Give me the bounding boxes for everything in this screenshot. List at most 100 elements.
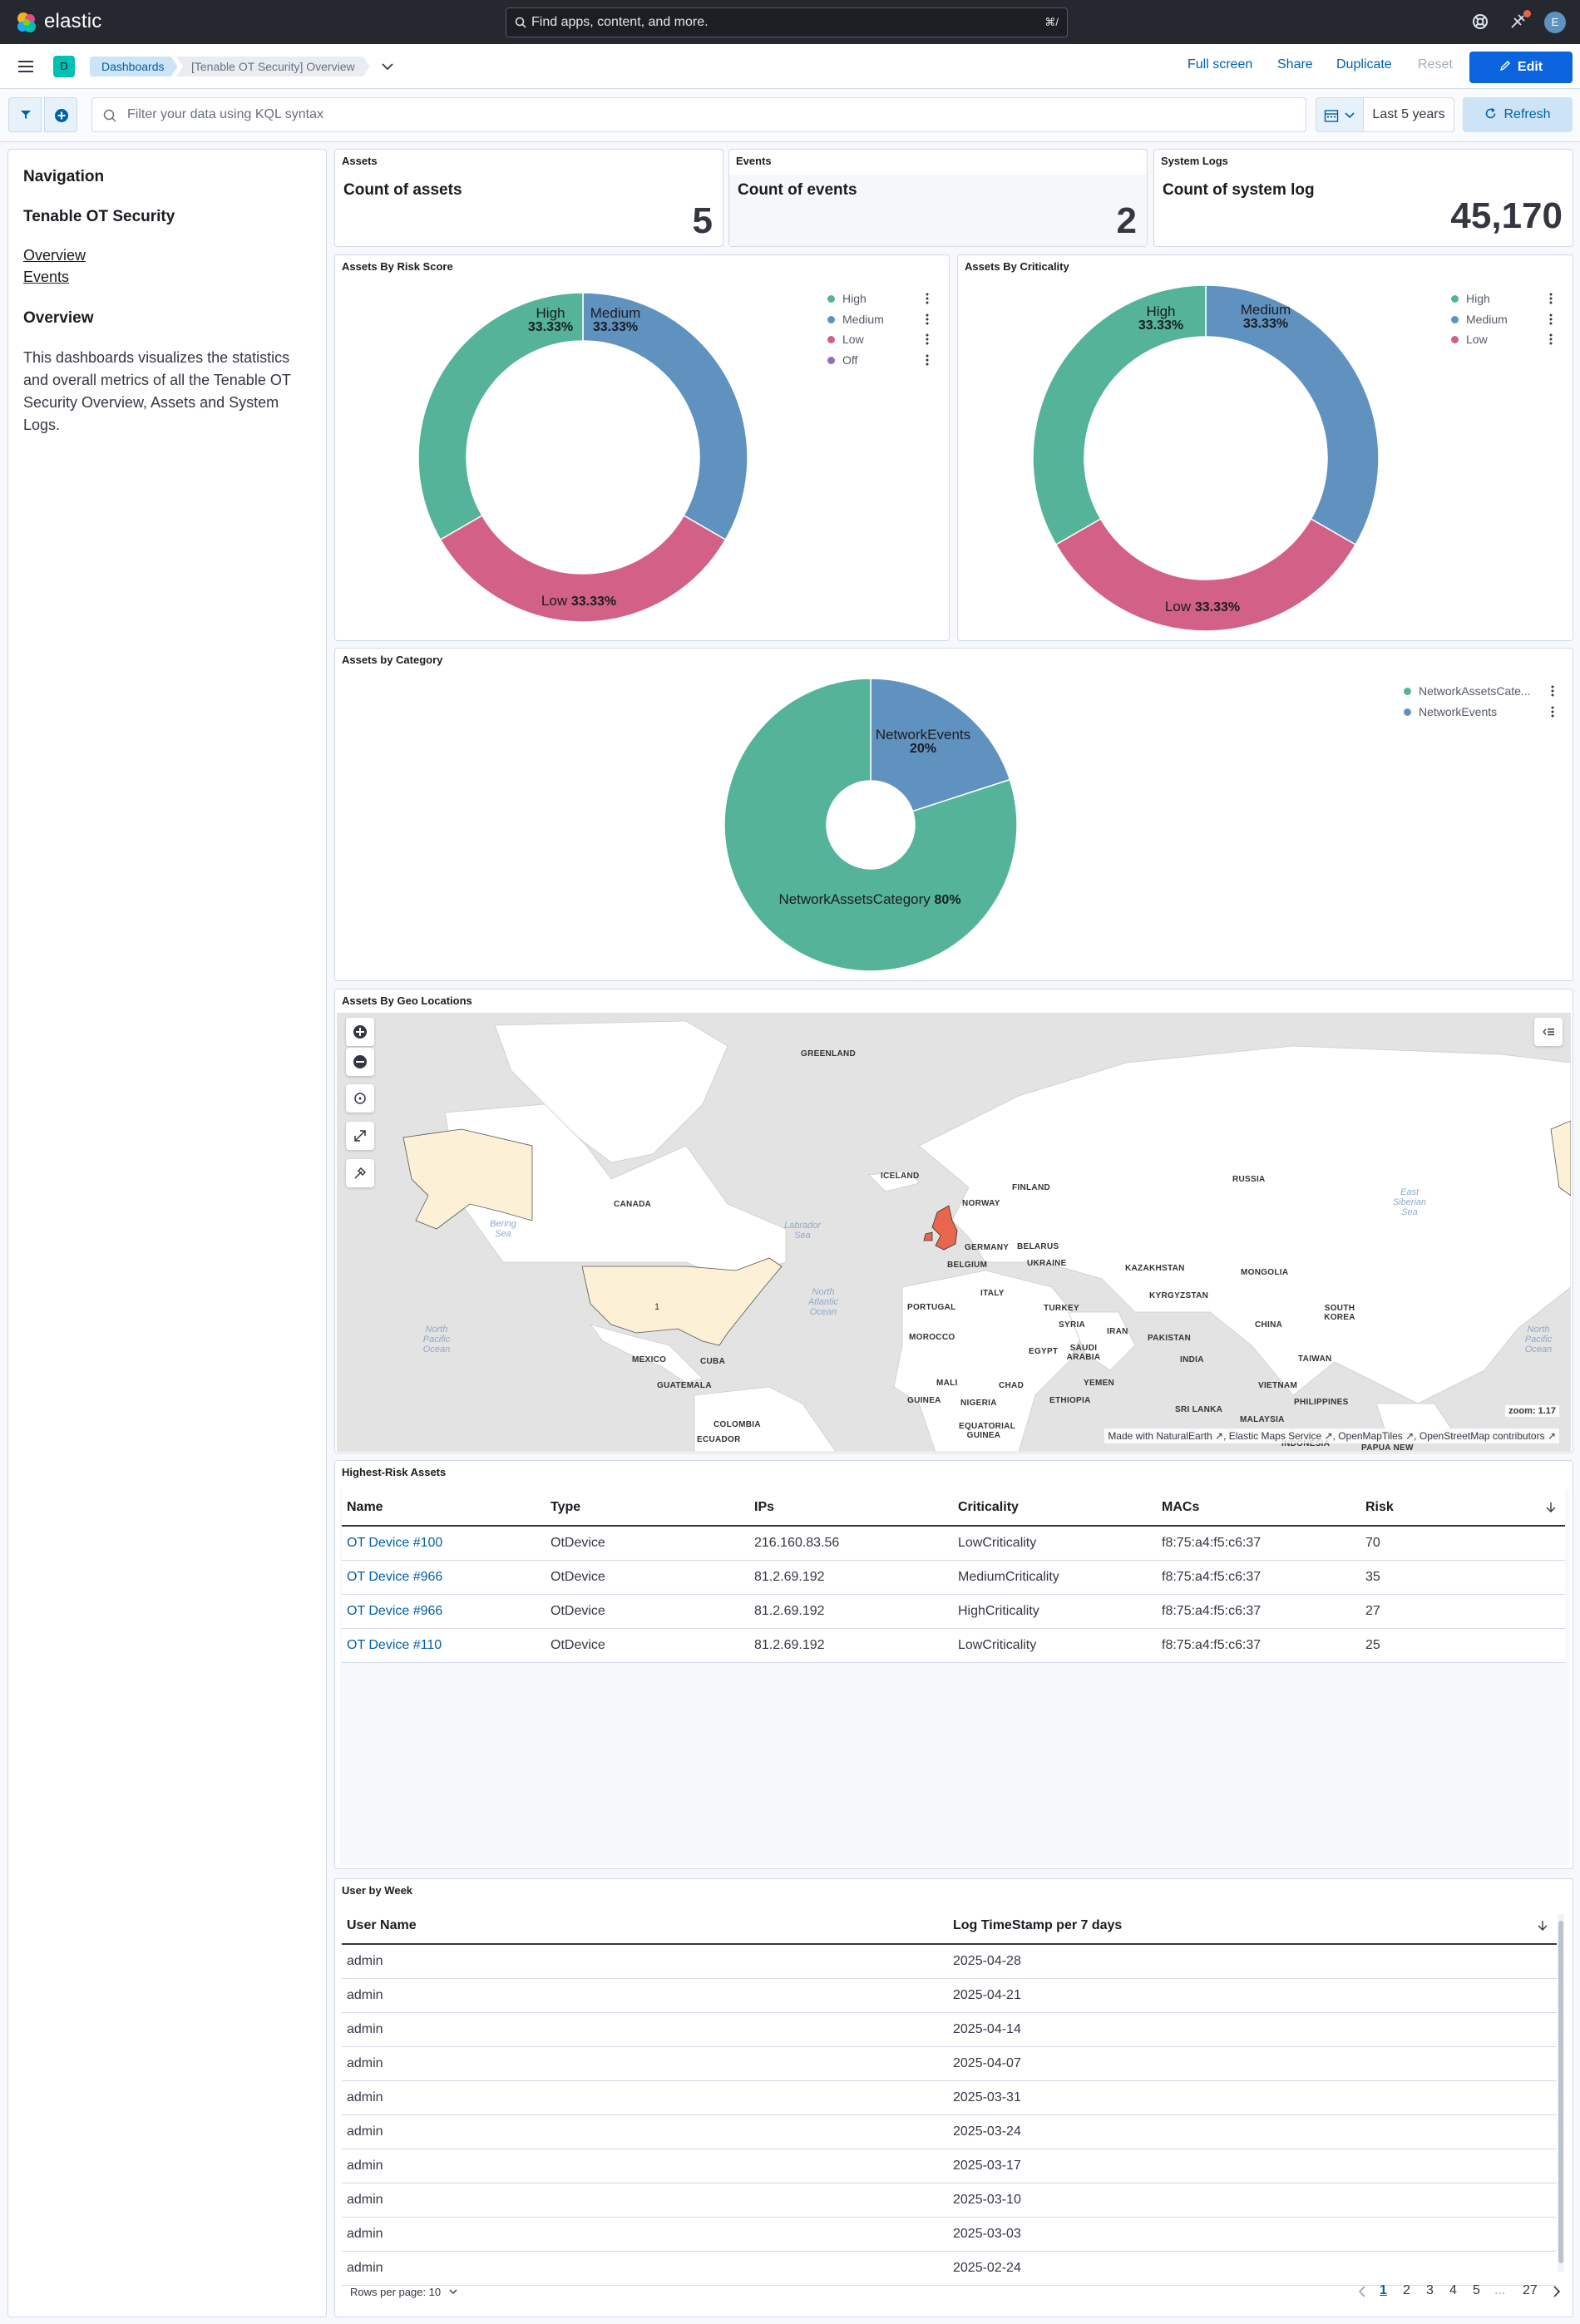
page-button-2[interactable]: 2: [1403, 2283, 1410, 2297]
column-header-name[interactable]: Name: [342, 1489, 546, 1527]
table-cell: f8:75:a4:f5:c6:37: [1157, 1526, 1360, 1561]
zoom-in-button[interactable]: [346, 1018, 374, 1046]
add-filter-button[interactable]: [44, 97, 77, 132]
user-avatar[interactable]: E: [1544, 12, 1566, 33]
help-icon[interactable]: [1470, 12, 1490, 32]
attribution-link[interactable]: OpenMapTiles: [1338, 1430, 1403, 1442]
legend-options-icon[interactable]: [926, 333, 929, 346]
layer-control-button[interactable]: [1534, 1018, 1563, 1046]
legend-item[interactable]: High: [827, 289, 944, 309]
asset-link[interactable]: OT Device #966: [347, 1569, 443, 1584]
panel-title: System Logs: [1161, 155, 1228, 167]
pie-slice-medium[interactable]: [582, 292, 748, 541]
reset-button[interactable]: Reset: [1418, 57, 1453, 72]
asset-link[interactable]: OT Device #100: [347, 1535, 443, 1550]
chevron-right-icon[interactable]: [1553, 2286, 1561, 2297]
legend-options-icon[interactable]: [926, 292, 929, 305]
attribution-link[interactable]: Elastic Maps Service: [1228, 1430, 1322, 1442]
table-scrollbar-track[interactable]: [1558, 1914, 1564, 2272]
zoom-out-button[interactable]: [346, 1048, 374, 1076]
pie-slice-high[interactable]: [417, 292, 584, 541]
legend-item[interactable]: Low: [827, 329, 944, 350]
quick-date-menu-button[interactable]: [1316, 97, 1364, 132]
page-button-5[interactable]: 5: [1473, 2283, 1480, 2297]
chevron-down-icon[interactable]: [380, 61, 395, 72]
legend-label: Medium: [1466, 312, 1508, 326]
duplicate-button[interactable]: Duplicate: [1336, 57, 1392, 72]
pie-slice-networkevents[interactable]: [870, 678, 1011, 812]
nav-link-events[interactable]: Events: [23, 269, 70, 285]
slice-label: Medium 33.33%: [590, 305, 640, 334]
column-header-ips[interactable]: IPs: [749, 1489, 953, 1527]
legend-options-icon[interactable]: [1549, 333, 1553, 346]
ocean-label: North Atlantic Ocean: [807, 1287, 839, 1317]
page-button-4[interactable]: 4: [1449, 2283, 1457, 2297]
table-cell: 2025-03-10: [948, 2183, 1557, 2218]
share-button[interactable]: Share: [1277, 57, 1313, 72]
legend-options-icon[interactable]: [1549, 313, 1553, 326]
draw-tool-button[interactable]: [346, 1159, 374, 1187]
breadcrumb-dashboards[interactable]: Dashboards: [90, 57, 178, 76]
time-range-display[interactable]: Last 5 years: [1364, 97, 1454, 132]
global-search-input[interactable]: Find apps, content, and more. ⌘/: [506, 7, 1068, 37]
pie-slice-high[interactable]: [1032, 284, 1207, 546]
pie-slice-medium[interactable]: [1205, 284, 1380, 546]
edit-button[interactable]: Edit: [1469, 52, 1573, 83]
asset-link[interactable]: OT Device #110: [347, 1637, 442, 1652]
metric-value: 5: [692, 200, 713, 241]
legend-item[interactable]: NetworkAssetsCate...: [1404, 681, 1562, 702]
reset-view-button[interactable]: [346, 1084, 374, 1113]
kql-query-input[interactable]: Filter your data using KQL syntax: [91, 97, 1306, 132]
legend-options-icon[interactable]: [926, 353, 929, 367]
column-header-type[interactable]: Type: [546, 1489, 749, 1527]
menu-icon[interactable]: [17, 58, 35, 75]
fit-to-data-button[interactable]: [346, 1122, 374, 1150]
ocean-label: North Pacific Ocean: [1524, 1325, 1553, 1354]
column-header-user-name[interactable]: User Name: [342, 1907, 948, 1945]
column-header-risk[interactable]: Risk: [1360, 1489, 1565, 1527]
legend-options-icon[interactable]: [1549, 292, 1553, 305]
refresh-button[interactable]: Refresh: [1463, 97, 1573, 132]
table-row: admin 2025-04-28: [342, 1944, 1557, 1979]
legend-item[interactable]: NetworkEvents: [1404, 702, 1562, 723]
attribution-link[interactable]: Made with NaturalEarth: [1108, 1430, 1212, 1442]
table-cell: 2025-04-28: [948, 1944, 1557, 1979]
rows-per-page-button[interactable]: Rows per page: 10: [350, 2286, 457, 2298]
map-label: SYRIA: [1059, 1320, 1086, 1330]
page-button-3[interactable]: 3: [1426, 2283, 1434, 2297]
legend-item[interactable]: High: [1451, 289, 1568, 309]
legend-options-icon[interactable]: [1551, 705, 1554, 718]
map-canvas[interactable]: GREENLAND ICELAND FINLAND NORWAY RUSSIA …: [337, 1013, 1571, 1452]
legend-options-icon[interactable]: [1551, 684, 1554, 698]
nav-link-overview[interactable]: Overview: [23, 247, 86, 264]
map-label: PORTUGAL: [907, 1303, 956, 1312]
column-header-criticality[interactable]: Criticality: [953, 1489, 1157, 1527]
legend-item[interactable]: Low: [1451, 329, 1568, 350]
pie-slice-networkassetscategory[interactable]: [723, 678, 1018, 972]
newsfeed-icon[interactable]: [1508, 12, 1528, 32]
sort-descending-icon[interactable]: [1537, 1920, 1548, 1932]
pie-slice-low[interactable]: [439, 514, 727, 623]
filter-options-button[interactable]: [8, 97, 42, 132]
space-badge[interactable]: D: [53, 56, 75, 77]
table-cell: f8:75:a4:f5:c6:37: [1157, 1594, 1360, 1629]
sort-descending-icon[interactable]: [1545, 1502, 1557, 1513]
search-icon: [103, 109, 116, 122]
page-button-1[interactable]: 1: [1380, 2283, 1387, 2297]
legend-options-icon[interactable]: [926, 313, 929, 326]
fullscreen-button[interactable]: Full screen: [1187, 57, 1253, 72]
column-header-log-timestamp[interactable]: Log TimeStamp per 7 days: [948, 1907, 1557, 1945]
pie-slice-low[interactable]: [1054, 517, 1357, 632]
page-button-last[interactable]: 27: [1523, 2283, 1538, 2297]
risk-score-donut-chart: Medium 33.33% Low 33.33% High 33.33%: [417, 292, 748, 623]
legend-item[interactable]: Off: [827, 350, 944, 371]
attribution-link[interactable]: OpenStreetMap contributors: [1419, 1430, 1545, 1442]
legend-item[interactable]: Medium: [1451, 309, 1568, 330]
elastic-logo-icon[interactable]: [15, 11, 38, 34]
chevron-left-icon[interactable]: [1358, 2286, 1366, 2297]
asset-link[interactable]: OT Device #966: [347, 1603, 443, 1618]
column-header-macs[interactable]: MACs: [1157, 1489, 1360, 1527]
filter-icon: [21, 111, 31, 119]
legend-item[interactable]: Medium: [827, 309, 944, 330]
table-scrollbar-thumb[interactable]: [1558, 1921, 1563, 2263]
